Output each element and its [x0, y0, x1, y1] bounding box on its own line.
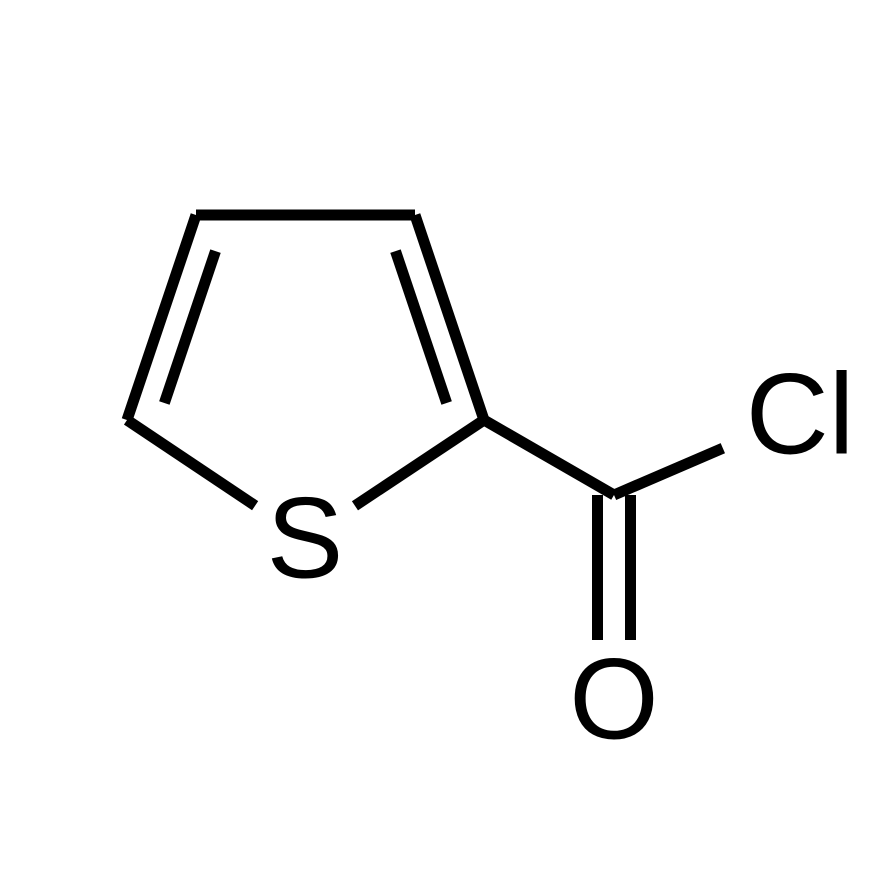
- atom-label-s: S: [261, 482, 350, 597]
- molecule-canvas: S O Cl: [0, 0, 890, 890]
- atom-label-cl: Cl: [740, 358, 861, 473]
- atom-label-o: O: [563, 643, 664, 758]
